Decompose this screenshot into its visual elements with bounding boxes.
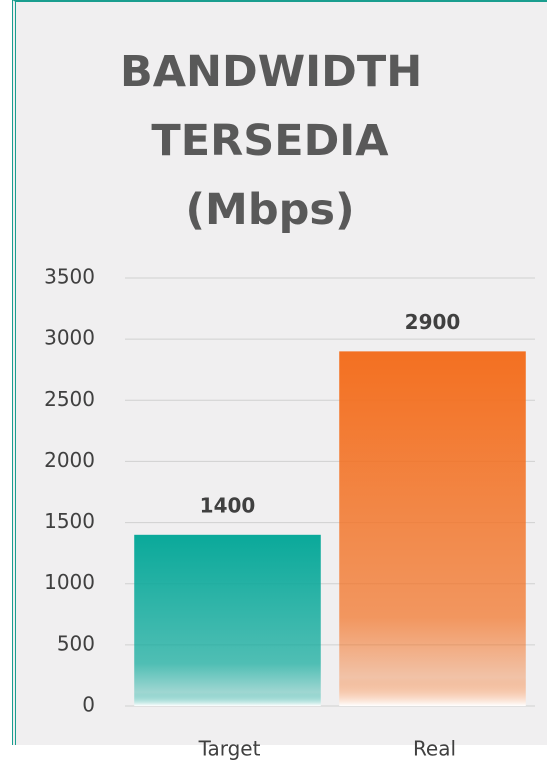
data-label: 1400 (200, 493, 256, 517)
y-tick-label: 0 (82, 693, 95, 717)
y-tick-label: 2000 (44, 448, 95, 472)
bar (339, 351, 526, 706)
y-tick-label: 2500 (44, 387, 95, 411)
y-tick-label: 3000 (44, 326, 95, 350)
y-tick-label: 3500 (44, 265, 95, 289)
data-label: 2900 (405, 310, 461, 334)
x-tick-label: Real (413, 737, 456, 761)
y-tick-label: 1500 (44, 509, 95, 533)
y-tick-label: 500 (57, 631, 95, 655)
x-tick-label: Target (198, 737, 261, 761)
bar (134, 534, 321, 706)
y-tick-label: 1000 (44, 570, 95, 594)
chart-title: BANDWIDTH TERSEDIA (Mbps) (120, 47, 423, 235)
